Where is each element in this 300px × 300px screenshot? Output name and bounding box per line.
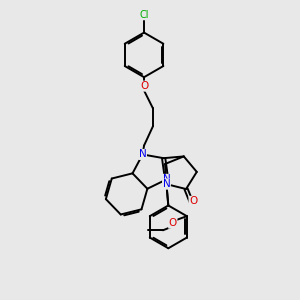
Text: N: N [163,174,170,184]
Text: Cl: Cl [139,10,149,20]
Text: N: N [163,179,170,189]
Text: N: N [139,149,146,160]
Text: O: O [140,81,148,91]
Text: O: O [189,196,197,206]
Text: O: O [169,218,177,228]
